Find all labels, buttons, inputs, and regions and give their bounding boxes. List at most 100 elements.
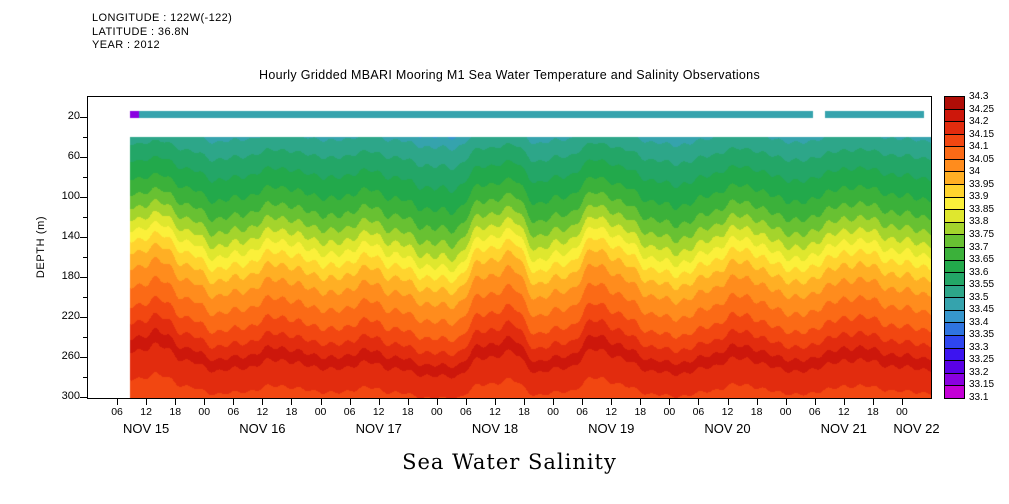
x-tick-mark xyxy=(291,399,293,405)
x-tick-label: 18 xyxy=(285,406,298,418)
x-tick-label: 18 xyxy=(169,406,182,418)
colorbar-tick-label: 33.7 xyxy=(969,241,989,253)
colorbar-segment xyxy=(945,259,964,273)
colorbar xyxy=(944,96,965,399)
x-day-label: NOV 20 xyxy=(704,421,751,436)
x-tick-mark xyxy=(553,399,555,405)
y-tick-label: 220 xyxy=(61,310,80,322)
colorbar-tick-label: 33.65 xyxy=(969,254,995,266)
x-tick-label: 06 xyxy=(460,406,472,418)
y-tick-mark xyxy=(80,157,88,158)
x-tick-mark xyxy=(262,399,264,405)
x-tick-mark xyxy=(785,399,787,405)
colorbar-segment xyxy=(945,347,964,361)
colorbar-segment xyxy=(945,184,964,197)
x-tick-label: 00 xyxy=(896,406,908,418)
x-tick-label: 00 xyxy=(430,406,443,418)
colorbar-tick-label: 33.35 xyxy=(969,329,995,341)
x-tick-mark xyxy=(378,399,380,405)
x-tick-label: 00 xyxy=(779,406,792,418)
colorbar-tick-label: 33.1 xyxy=(969,392,989,403)
colorbar-segment xyxy=(945,309,964,323)
x-tick-mark xyxy=(640,399,642,405)
colorbar-segment xyxy=(945,121,964,134)
colorbar-tick-label: 34.3 xyxy=(969,91,989,102)
x-tick-label: 18 xyxy=(634,406,647,418)
colorbar-segment xyxy=(945,334,964,348)
colorbar-segment xyxy=(945,209,964,222)
colorbar-tick-label: 33.25 xyxy=(969,354,995,366)
y-tick-mark xyxy=(80,277,88,278)
y-tick-label: 140 xyxy=(61,230,80,242)
y-tick-mark xyxy=(80,117,88,118)
y-tick-label: 260 xyxy=(61,350,80,362)
header-metadata: LONGITUDE : 122W(-122) LATITUDE : 36.8N … xyxy=(92,12,232,53)
x-tick-label: 00 xyxy=(663,406,676,418)
y-tick-mark xyxy=(80,237,88,238)
x-tick-mark xyxy=(843,399,845,405)
colorbar-segment xyxy=(945,385,964,398)
x-tick-mark xyxy=(698,399,700,405)
x-tick-mark xyxy=(204,399,206,405)
y-minor-tick-mark xyxy=(83,257,88,258)
colorbar-segment xyxy=(945,284,964,298)
colorbar-segment xyxy=(945,171,964,185)
colorbar-segment xyxy=(945,133,964,147)
x-axis-caption: Sea Water Salinity xyxy=(402,450,617,474)
colorbar-segment xyxy=(945,158,964,172)
x-tick-label: 00 xyxy=(198,406,211,418)
x-tick-mark xyxy=(872,399,874,405)
x-day-label: NOV 19 xyxy=(588,421,635,436)
x-tick-mark xyxy=(117,399,119,405)
y-tick-mark xyxy=(80,357,88,358)
x-tick-label: 06 xyxy=(576,406,589,418)
colorbar-segment xyxy=(945,196,964,210)
y-tick-mark xyxy=(80,317,88,318)
colorbar-tick-label: 33.45 xyxy=(969,304,995,316)
x-tick-label: 06 xyxy=(808,406,821,418)
colorbar-tick-label: 33.8 xyxy=(969,216,989,228)
x-tick-mark xyxy=(582,399,584,405)
colorbar-tick-label: 34.05 xyxy=(969,153,995,165)
chart-title: Hourly Gridded MBARI Mooring M1 Sea Wate… xyxy=(259,68,760,82)
x-day-label: NOV 16 xyxy=(239,421,286,436)
x-tick-mark xyxy=(349,399,351,405)
y-tick-label: 300 xyxy=(61,390,80,402)
x-tick-label: 12 xyxy=(489,406,501,418)
colorbar-tick-label: 34.1 xyxy=(969,141,989,153)
plot-area xyxy=(87,96,932,399)
x-day-label: NOV 18 xyxy=(471,421,519,436)
x-tick-mark xyxy=(901,399,903,405)
x-tick-label: 12 xyxy=(372,406,385,418)
x-day-label: NOV 15 xyxy=(123,421,170,436)
colorbar-segment xyxy=(945,221,964,235)
x-day-label: NOV 21 xyxy=(820,421,867,436)
x-tick-label: 12 xyxy=(256,406,269,418)
y-minor-tick-mark xyxy=(83,297,88,298)
colorbar-segment xyxy=(945,246,964,260)
x-tick-label: 00 xyxy=(547,406,559,418)
longitude-label: LONGITUDE : 122W(-122) xyxy=(92,12,233,24)
colorbar-tick-label: 33.95 xyxy=(969,178,995,190)
y-minor-tick-mark xyxy=(83,337,88,338)
x-tick-mark xyxy=(669,399,671,405)
colorbar-segment xyxy=(945,108,964,122)
x-tick-mark xyxy=(407,399,409,405)
x-tick-mark xyxy=(756,399,758,405)
x-tick-mark xyxy=(814,399,816,405)
x-tick-label: 12 xyxy=(605,406,618,418)
x-tick-mark xyxy=(320,399,322,405)
colorbar-tick-label: 33.55 xyxy=(969,279,995,291)
y-tick-label: 20 xyxy=(67,110,80,122)
x-tick-mark xyxy=(465,399,467,405)
x-tick-label: 06 xyxy=(227,406,240,418)
colorbar-segment xyxy=(945,146,964,159)
y-tick-mark xyxy=(80,197,88,198)
colorbar-tick-label: 33.15 xyxy=(969,379,995,391)
colorbar-tick-label: 34.15 xyxy=(969,128,995,140)
latitude-label: LATITUDE : 36.8N xyxy=(92,25,190,38)
y-tick-label: 60 xyxy=(67,150,80,162)
x-day-label: NOV 22 xyxy=(893,421,940,436)
y-tick-label: 100 xyxy=(61,190,80,202)
